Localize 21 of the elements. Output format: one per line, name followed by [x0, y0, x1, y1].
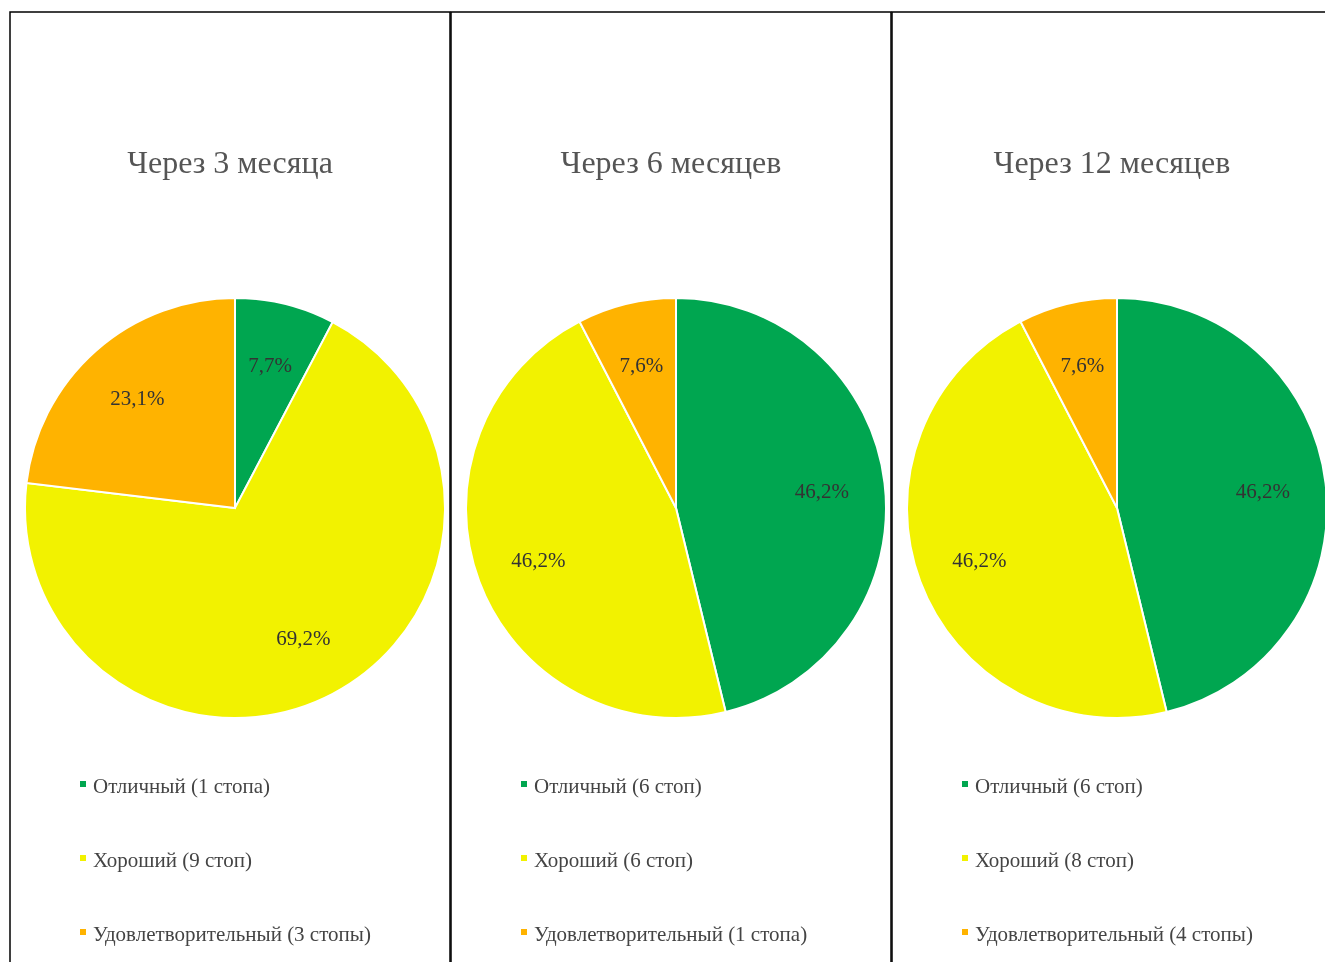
chart-title: Через 12 месяцев	[993, 144, 1231, 180]
legend-label: Хороший (9 стоп)	[93, 848, 252, 872]
chart-title: Через 3 месяца	[127, 144, 333, 180]
data-label: 46,2%	[1235, 478, 1291, 503]
data-label: 46,2%	[952, 547, 1007, 572]
data-label: 7,6%	[1060, 353, 1105, 378]
chart-title: Через 6 месяцев	[560, 144, 782, 180]
legend-label: Удовлетворительный (3 стопы)	[93, 922, 371, 946]
legend-label: Удовлетворительный (1 стопа)	[534, 922, 808, 946]
legend-label: Отличный (6 стоп)	[534, 774, 702, 798]
data-label: 46,2%	[794, 478, 850, 503]
data-label: 23,1%	[110, 386, 165, 411]
data-label: 69,2%	[276, 626, 331, 651]
legend-label: Отличный (1 стопа)	[93, 774, 270, 798]
data-label: 7,6%	[619, 353, 664, 378]
legend-label: Удовлетворительный (4 стопы)	[975, 922, 1253, 946]
data-label: 46,2%	[511, 547, 566, 572]
legend-label: Хороший (8 стоп)	[975, 848, 1134, 872]
data-label: 7,7%	[248, 353, 293, 378]
legend-label: Отличный (6 стоп)	[975, 774, 1143, 798]
legend-label: Хороший (6 стоп)	[534, 848, 693, 872]
